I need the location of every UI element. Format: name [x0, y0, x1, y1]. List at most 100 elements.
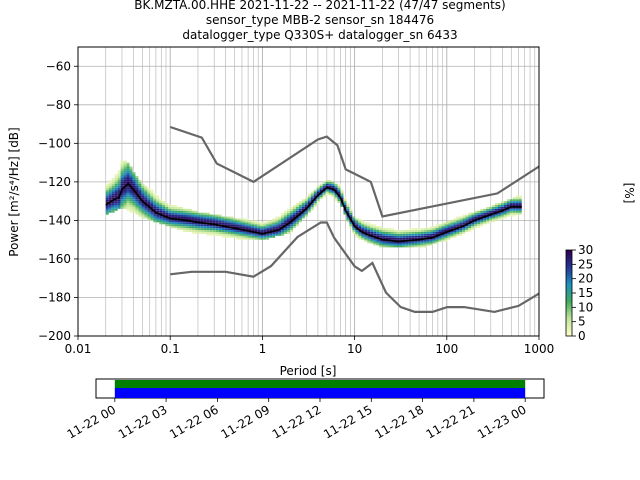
histogram-cell [423, 243, 427, 246]
y-tick-label: −80 [46, 98, 71, 112]
histogram-cell [180, 206, 184, 209]
histogram-cell [456, 222, 460, 225]
histogram-cell [287, 231, 290, 234]
histogram-cell [334, 187, 338, 190]
histogram-cell [111, 183, 115, 186]
histogram-cell [236, 218, 240, 221]
histogram-cell [393, 241, 397, 244]
histogram-cell [117, 189, 121, 192]
histogram-cell [242, 231, 246, 234]
histogram-cell [156, 214, 160, 217]
histogram-cell [429, 235, 433, 238]
histogram-cell [465, 228, 469, 231]
histogram-cell [278, 230, 282, 232]
histogram-cell [132, 206, 136, 209]
histogram-cell [129, 189, 133, 192]
histogram-cell [206, 214, 210, 217]
histogram-cell [147, 206, 151, 209]
histogram-cell [361, 228, 365, 231]
histogram-cell [111, 201, 115, 204]
histogram-cell [364, 239, 368, 242]
histogram-cell [281, 216, 285, 219]
histogram-cell [304, 210, 308, 213]
histogram-cell [471, 218, 475, 221]
histogram-cell [435, 233, 439, 236]
histogram-cell [468, 228, 472, 231]
histogram-cell [105, 199, 109, 202]
histogram-cell [147, 218, 151, 221]
histogram-cell [518, 203, 522, 205]
histogram-cell [500, 210, 504, 213]
histogram-cell [382, 241, 386, 244]
histogram-cell [254, 230, 258, 232]
histogram-cell [426, 228, 430, 231]
histogram-cell [162, 212, 166, 215]
histogram-cell [209, 218, 213, 221]
histogram-cell [301, 206, 305, 209]
histogram-cell [257, 237, 261, 240]
histogram-cell [503, 204, 507, 207]
histogram-cell [426, 231, 430, 234]
histogram-cell [126, 187, 130, 190]
histogram-cell [295, 224, 299, 227]
histogram-cell [289, 222, 293, 225]
histogram-cell [468, 226, 472, 229]
histogram-cell [111, 179, 115, 182]
histogram-cell [111, 203, 115, 205]
histogram-cell [391, 237, 394, 240]
histogram-cell [123, 164, 127, 167]
histogram-cell [438, 237, 442, 240]
histogram-cell [263, 230, 267, 232]
histogram-cell [138, 201, 142, 204]
histogram-cell [483, 208, 487, 211]
histogram-cell [177, 226, 181, 229]
histogram-cell [215, 231, 219, 234]
histogram-cell [275, 222, 279, 225]
histogram-cell [512, 201, 516, 204]
histogram-cell [301, 204, 305, 207]
histogram-cell [477, 222, 481, 225]
histogram-cell [340, 191, 344, 194]
histogram-cell [135, 191, 139, 194]
histogram-cell [200, 212, 204, 215]
histogram-cell [506, 203, 510, 205]
histogram-cell [123, 187, 127, 190]
histogram-cell [144, 216, 148, 219]
histogram-cell [396, 237, 400, 240]
histogram-cell [518, 206, 522, 209]
histogram-cell [129, 193, 133, 196]
histogram-cell [287, 208, 290, 211]
histogram-cell [340, 203, 344, 205]
histogram-cell [497, 208, 501, 211]
histogram-cell [156, 203, 160, 205]
histogram-cell [358, 228, 362, 231]
histogram-cell [188, 208, 192, 211]
histogram-cell [287, 224, 290, 227]
histogram-cell [480, 222, 484, 225]
histogram-cell [298, 210, 302, 213]
histogram-cell [224, 224, 228, 227]
histogram-cell [450, 235, 454, 238]
histogram-cell [108, 183, 112, 186]
histogram-cell [177, 212, 181, 215]
histogram-cell [123, 183, 127, 186]
histogram-cell [462, 214, 466, 217]
histogram-cell [105, 191, 109, 194]
histogram-cell [468, 224, 472, 227]
histogram-cell [260, 224, 264, 227]
histogram-cell [227, 216, 231, 219]
histogram-cell [492, 214, 496, 217]
histogram-cell [284, 212, 288, 215]
histogram-cell [316, 197, 320, 200]
histogram-cell [319, 193, 323, 196]
histogram-cell [221, 220, 225, 223]
histogram-cell [260, 222, 264, 225]
histogram-cell [147, 197, 151, 200]
histogram-cell [465, 220, 469, 223]
histogram-cell [200, 220, 204, 223]
histogram-cell [126, 208, 130, 211]
histogram-cell [147, 199, 151, 202]
histogram-cell [408, 233, 412, 236]
histogram-cell [316, 185, 320, 188]
histogram-cell [376, 241, 380, 244]
